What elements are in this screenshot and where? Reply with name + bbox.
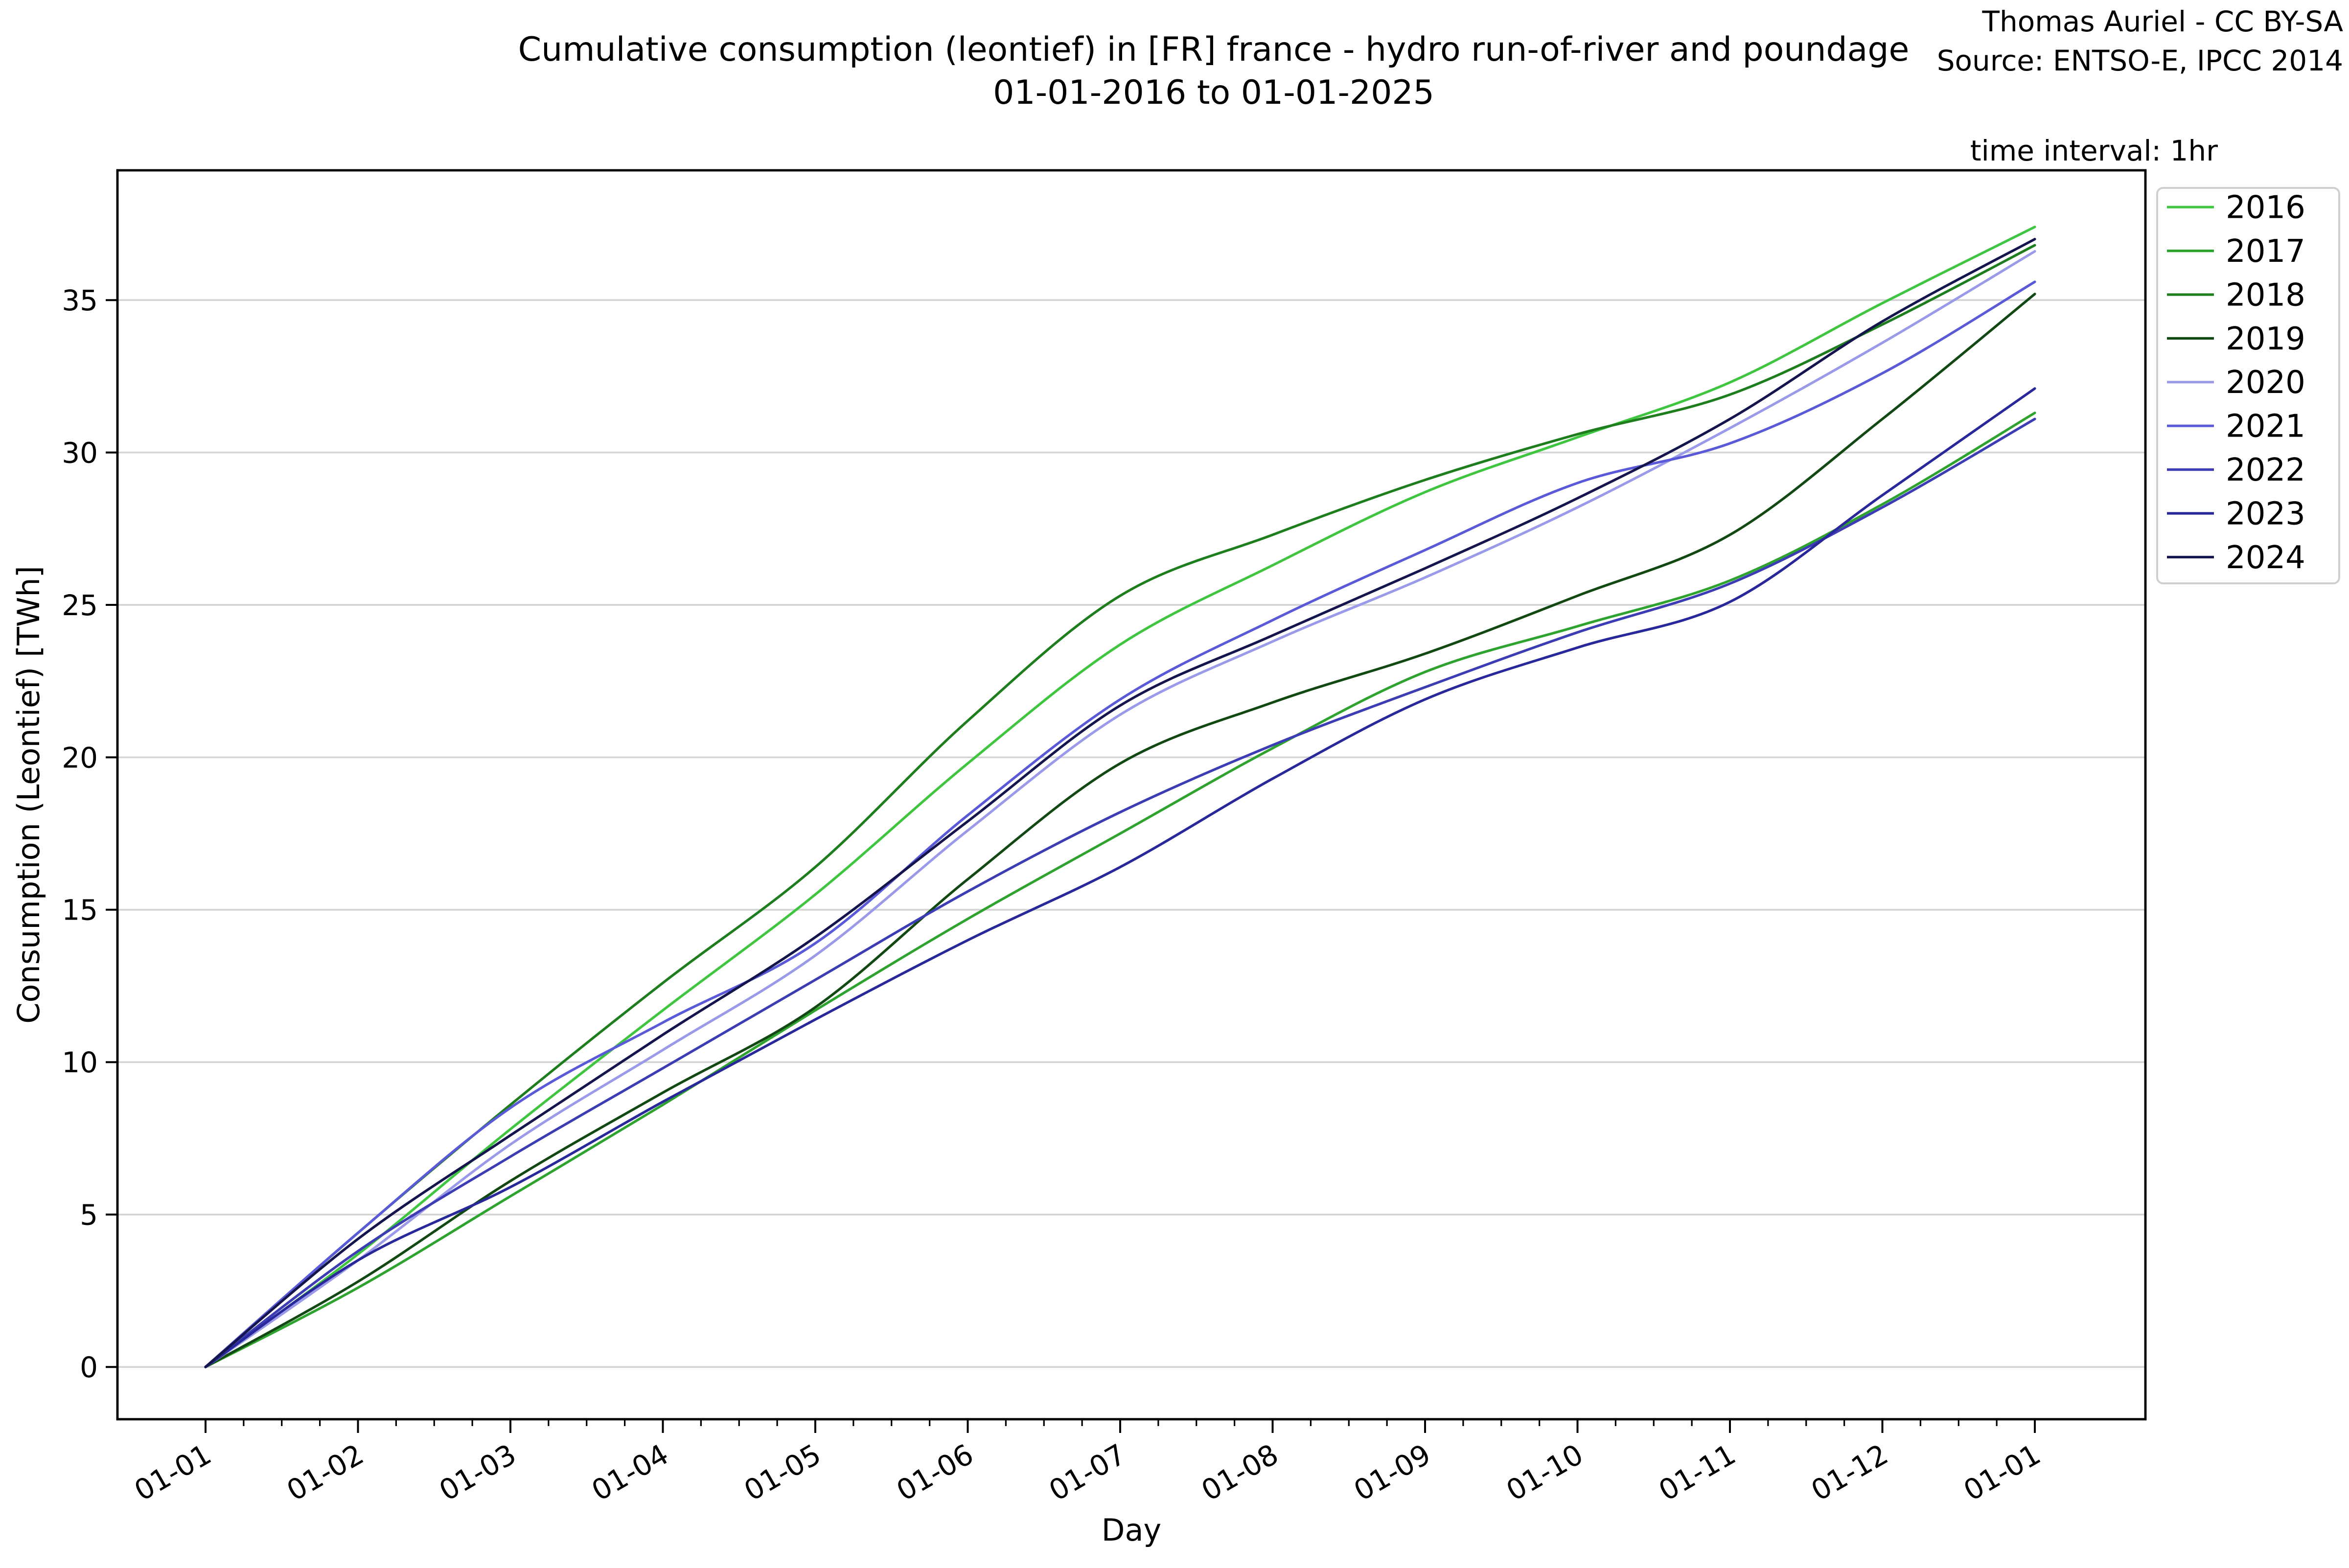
x-tick-label-5: 01-06	[891, 1437, 979, 1507]
legend-label-2022: 2022	[2226, 452, 2305, 488]
y-tick-label-25: 25	[62, 589, 98, 622]
legend-label-2021: 2021	[2226, 409, 2305, 445]
series-line-2022	[204, 417, 2036, 1368]
x-axis-title: Day	[1102, 1512, 1161, 1548]
y-tick-label-35: 35	[62, 284, 98, 317]
y-tick-label-30: 30	[62, 436, 98, 469]
legend-item-2019: 2019	[2167, 321, 2305, 357]
series-line-2016	[204, 226, 2036, 1368]
legend-item-2024: 2024	[2167, 540, 2305, 576]
series-line-2017	[204, 412, 2036, 1368]
series-line-2020	[204, 250, 2036, 1368]
plot-frame	[116, 169, 2147, 1421]
y-tick-label-10: 10	[62, 1046, 98, 1079]
series-line-2018	[204, 244, 2036, 1368]
legend-item-2018: 2018	[2167, 277, 2305, 313]
legend-label-2023: 2023	[2226, 496, 2305, 532]
legend-item-2016: 2016	[2167, 190, 2305, 226]
x-tick-label-1: 01-02	[281, 1437, 369, 1507]
legend-box	[2156, 187, 2340, 584]
legend-label-2019: 2019	[2226, 321, 2305, 357]
x-tick-label-8: 01-09	[1348, 1437, 1436, 1507]
legend-label-2024: 2024	[2226, 540, 2305, 576]
legend-item-2020: 2020	[2167, 365, 2305, 401]
legend-item-2023: 2023	[2167, 496, 2305, 532]
x-tick-label-3: 01-04	[586, 1437, 674, 1507]
x-tick-label-6: 01-07	[1043, 1437, 1131, 1507]
x-tick-label-9: 01-10	[1501, 1437, 1589, 1507]
credit-text: Thomas Auriel - CC BY-SA	[1982, 5, 2344, 38]
legend-item-2017: 2017	[2167, 233, 2305, 270]
legend-label-2018: 2018	[2226, 277, 2305, 313]
legend-label-2017: 2017	[2226, 233, 2305, 270]
series-line-2024	[204, 238, 2036, 1368]
chart-title-line2: 01-01-2016 to 01-01-2025	[993, 73, 1434, 112]
x-tick-label-10: 01-11	[1653, 1437, 1741, 1507]
time-interval-label: time interval: 1hr	[1970, 134, 2218, 167]
x-tick-label-7: 01-08	[1196, 1437, 1284, 1507]
series-line-2023	[204, 387, 2036, 1368]
legend-item-2022: 2022	[2167, 452, 2305, 488]
source-text: Source: ENTSO-E, IPCC 2014	[1937, 44, 2343, 77]
legend-label-2016: 2016	[2226, 190, 2305, 226]
x-tick-label-12: 01-01	[1958, 1437, 2046, 1507]
series-line-2019	[204, 293, 2036, 1368]
legend-label-2020: 2020	[2226, 365, 2305, 401]
x-tick-label-2: 01-03	[434, 1437, 522, 1507]
y-tick-label-15: 15	[62, 894, 98, 927]
y-tick-label-20: 20	[62, 741, 98, 774]
y-tick-label-0: 0	[80, 1351, 98, 1384]
plot-area: 0 5 10 15 20 25 30 35 01-01 01-02 01-03 01-04 01-05 0…	[62, 169, 2340, 1507]
x-tick-label-4: 01-05	[738, 1437, 827, 1507]
x-tick-label-11: 01-12	[1806, 1437, 1894, 1507]
x-tick-label-0: 01-01	[129, 1437, 217, 1507]
chart-title-line1: Cumulative consumption (leontief) in [FR…	[518, 30, 1910, 69]
y-tick-label-5: 5	[80, 1199, 98, 1232]
series-line-2021	[204, 280, 2036, 1368]
legend-item-2021: 2021	[2167, 409, 2305, 445]
y-axis-title: Consumption (Leontief) [TWh]	[11, 566, 46, 1024]
